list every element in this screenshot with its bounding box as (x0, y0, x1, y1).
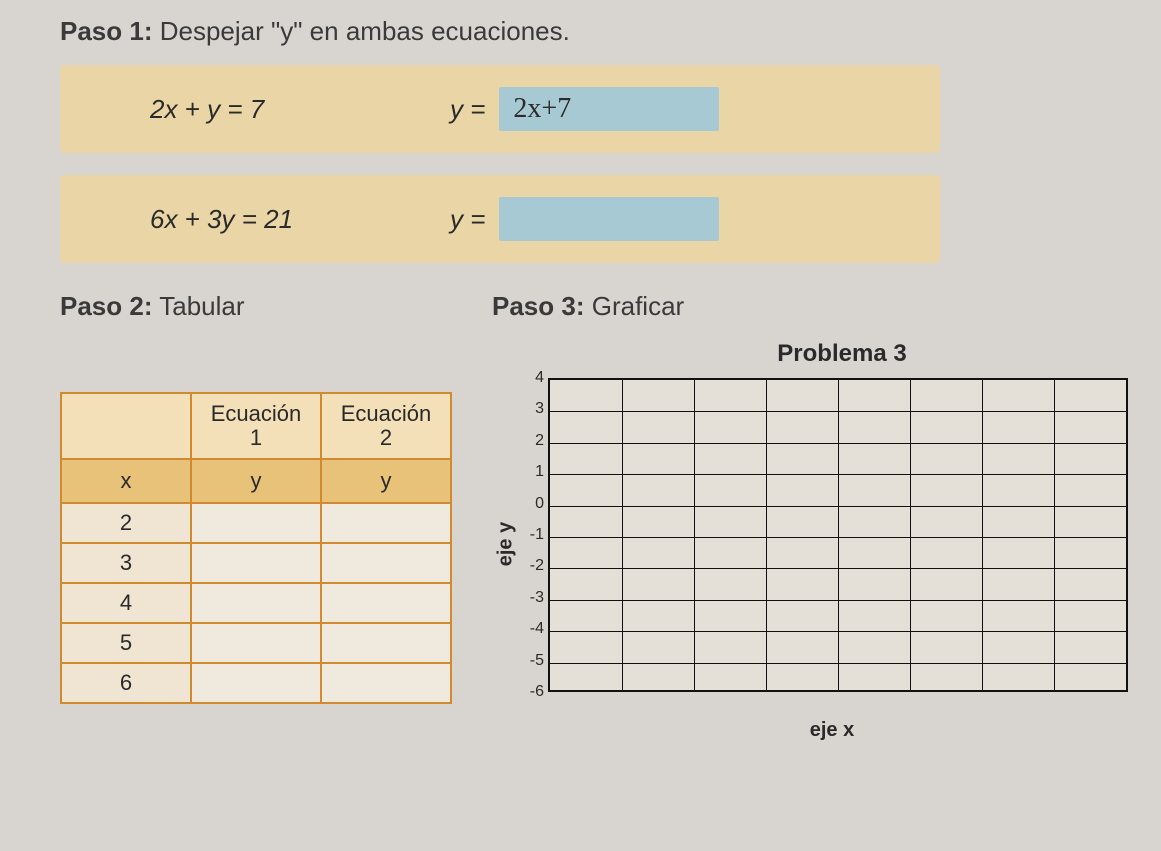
table-subheader-1: y (191, 459, 321, 503)
table-cell-4-0[interactable] (191, 663, 321, 703)
chart: eje y eje x 43210-1-2-3-4-5-6 (492, 374, 1132, 714)
table-x-3: 5 (61, 623, 191, 663)
equation2-lhs: 6x + 3y = 21 (90, 204, 390, 235)
equation-box-1: 2x + y = 7 y = 2x+7 (60, 65, 940, 153)
grid-v-2 (694, 380, 695, 690)
grid-v-3 (766, 380, 767, 690)
step1-bold: Paso 1: (60, 16, 153, 46)
ytick--6: -6 (522, 683, 544, 701)
table-cell-2-0[interactable] (191, 583, 321, 623)
table-x-1: 3 (61, 543, 191, 583)
equation1-answer[interactable]: 2x+7 (499, 87, 719, 131)
table-corner (61, 393, 191, 459)
ytick-4: 4 (522, 369, 544, 387)
equation2-yprefix: y = (450, 204, 485, 235)
step2-heading: Paso 2: Tabular (60, 291, 452, 322)
table-subheader-2: y (321, 459, 451, 503)
table-cell-1-1[interactable] (321, 543, 451, 583)
grid-v-5 (910, 380, 911, 690)
table-colheader-1: Ecuación 2 (321, 393, 451, 459)
chart-ylabel: eje y (495, 522, 518, 566)
table-colheader-0: Ecuación 1 (191, 393, 321, 459)
step2-rest: Tabular (153, 291, 245, 321)
equation1-lhs: 2x + y = 7 (90, 94, 390, 125)
equation2-answer[interactable] (499, 197, 719, 241)
ytick--5: -5 (522, 652, 544, 670)
table-cell-2-1[interactable] (321, 583, 451, 623)
step3-bold: Paso 3: (492, 291, 585, 321)
table-cell-1-0[interactable] (191, 543, 321, 583)
ytick--4: -4 (522, 620, 544, 638)
grid-v-1 (622, 380, 623, 690)
table-cell-0-0[interactable] (191, 503, 321, 543)
step1-heading: Paso 1: Despejar "y" en ambas ecuaciones… (60, 16, 1111, 47)
step2-bold: Paso 2: (60, 291, 153, 321)
grid-v-6 (982, 380, 983, 690)
step1-rest: Despejar "y" en ambas ecuaciones. (153, 16, 570, 46)
chart-container: Problema 3 eje y eje x 43210-1-2-3-4-5-6 (492, 340, 1132, 714)
table-cell-3-1[interactable] (321, 623, 451, 663)
table-subheader-0: x (61, 459, 191, 503)
ytick-2: 2 (522, 432, 544, 450)
grid-v-4 (838, 380, 839, 690)
step3-heading: Paso 3: Graficar (492, 291, 1132, 322)
equation-box-2: 6x + 3y = 21 y = (60, 175, 940, 263)
grid-v-7 (1054, 380, 1055, 690)
ytick-0: 0 (522, 495, 544, 513)
equation2-rhs: y = (450, 197, 719, 241)
chart-xlabel: eje x (492, 719, 1132, 742)
table-cell-4-1[interactable] (321, 663, 451, 703)
table-cell-0-1[interactable] (321, 503, 451, 543)
ytick-1: 1 (522, 463, 544, 481)
ytick--2: -2 (522, 557, 544, 575)
tabular-table: Ecuación 1Ecuación 2xyy23456 (60, 392, 452, 704)
equation1-yprefix: y = (450, 94, 485, 125)
ytick--1: -1 (522, 526, 544, 544)
table-x-4: 6 (61, 663, 191, 703)
ytick--3: -3 (522, 589, 544, 607)
chart-title: Problema 3 (492, 340, 1132, 368)
table-x-2: 4 (61, 583, 191, 623)
table-cell-3-0[interactable] (191, 623, 321, 663)
chart-plot (548, 378, 1128, 692)
step3-rest: Graficar (585, 291, 685, 321)
equation1-rhs: y = 2x+7 (450, 87, 719, 131)
table-x-0: 2 (61, 503, 191, 543)
ytick-3: 3 (522, 400, 544, 418)
